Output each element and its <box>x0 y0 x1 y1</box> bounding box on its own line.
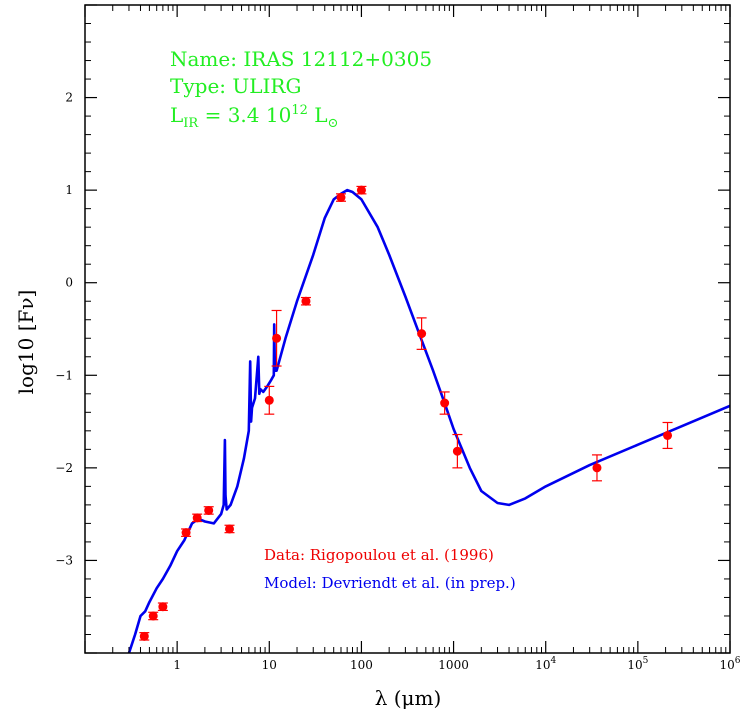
axis-ticks <box>84 4 731 654</box>
x-tick-label: 1000 <box>438 658 469 672</box>
info-name: Name: IRAS 12112+0305 <box>170 47 432 71</box>
info-luminosity: LIR = 3.4 1012 L⊙ <box>170 103 338 131</box>
point-marker <box>301 296 311 306</box>
point-marker <box>417 329 427 339</box>
model-credit: Model: Devriendt et al. (in prep.) <box>264 574 516 592</box>
point-marker <box>204 505 214 515</box>
plot-frame <box>84 4 731 654</box>
data-point <box>300 296 311 306</box>
data-point <box>148 611 159 621</box>
lir-exponent: 12 <box>291 103 308 118</box>
y-tick-label: −3 <box>55 553 73 567</box>
point-marker <box>139 631 149 641</box>
x-tick-label: 10 <box>262 658 277 672</box>
x-tick-label: 106 <box>719 656 740 672</box>
lir-value: = 3.4 10 <box>198 103 291 127</box>
point-marker <box>663 430 673 440</box>
lir-unit: L <box>308 103 328 127</box>
data-point <box>203 505 214 515</box>
data-point <box>356 185 367 195</box>
data-point <box>139 631 150 641</box>
sun-symbol: ⊙ <box>328 116 339 131</box>
y-tick-label: −1 <box>55 368 73 382</box>
point-marker <box>158 602 168 612</box>
lir-subscript: IR <box>183 116 199 131</box>
point-marker <box>181 528 191 538</box>
point-marker <box>336 193 346 203</box>
data-point <box>439 391 450 415</box>
lir-prefix: L <box>170 103 183 127</box>
x-tick-label: 104 <box>535 656 556 672</box>
point-marker <box>192 513 202 523</box>
y-axis-label: log10 [Fν] <box>14 290 38 395</box>
data-point <box>416 317 427 350</box>
data-point <box>157 602 168 612</box>
point-marker <box>592 463 602 473</box>
point-marker <box>272 333 282 343</box>
y-tick-label: 1 <box>65 183 73 197</box>
y-tick-label: −2 <box>55 461 73 475</box>
data-point <box>224 524 235 534</box>
data-point <box>271 309 282 367</box>
data-points-layer <box>139 185 673 641</box>
data-point <box>192 513 203 523</box>
point-marker <box>224 524 234 534</box>
x-tick-label: 100 <box>350 658 373 672</box>
point-marker <box>148 611 158 621</box>
data-point <box>452 433 463 469</box>
point-marker <box>440 398 450 408</box>
info-type: Type: ULIRG <box>170 74 301 98</box>
data-credit: Data: Rigopoulou et al. (1996) <box>264 546 494 564</box>
info-block: Name: IRAS 12112+0305 Type: ULIRG LIR = … <box>170 47 432 131</box>
tick-labels: 1 10 100 1000 104 105 106−3−2−1012 <box>55 91 740 672</box>
data-point <box>335 193 346 203</box>
data-point <box>662 421 673 450</box>
x-tick-label: 105 <box>627 656 648 672</box>
data-point <box>181 528 192 538</box>
data-point <box>591 454 602 482</box>
x-tick-label: 1 <box>173 658 181 672</box>
y-tick-label: 2 <box>65 91 73 105</box>
point-marker <box>356 185 366 195</box>
y-tick-label: 0 <box>65 276 73 290</box>
point-marker <box>452 446 462 456</box>
data-point <box>264 385 275 415</box>
point-marker <box>264 395 274 405</box>
x-axis-label: λ (μm) <box>375 686 442 710</box>
